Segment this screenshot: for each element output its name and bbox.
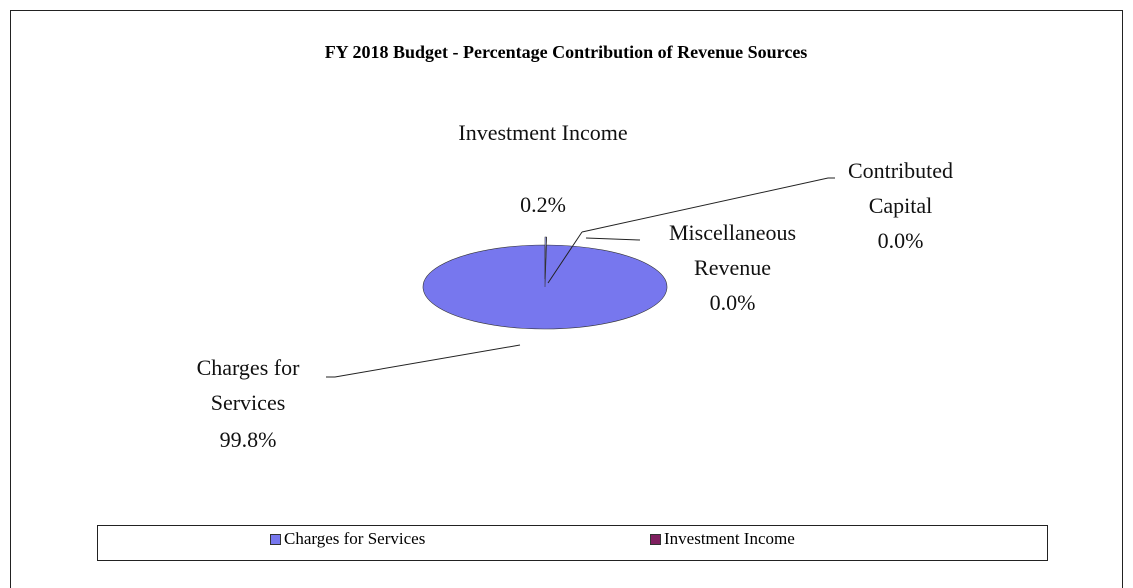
legend-label: Investment Income: [664, 529, 795, 548]
chart-title: FY 2018 Budget - Percentage Contribution…: [324, 42, 808, 62]
pie: [422, 236, 668, 330]
legend-item: Charges for Services: [270, 529, 425, 549]
slice-label: Charges for Services: [196, 355, 300, 415]
slice-label: Contributed Capital: [847, 158, 954, 218]
legend-box: [97, 525, 1048, 561]
leader-line: [585, 237, 641, 241]
leader-line: [581, 177, 835, 233]
legend-swatch: [270, 533, 281, 545]
legend-item: Investment Income: [650, 529, 795, 549]
chart-border: [10, 10, 1123, 588]
legend-label: Charges for Services: [284, 529, 426, 548]
legend-swatch: [650, 533, 661, 545]
slice: [422, 244, 668, 330]
value-label: 0.0%: [709, 290, 756, 315]
leader-line: [547, 231, 583, 284]
value-label: 0.2%: [520, 192, 566, 217]
value-label: 0.0%: [877, 228, 924, 253]
value-label: 99.8%: [219, 427, 277, 452]
slice-label: Miscellaneous Revenue: [668, 220, 797, 280]
slice-label: Investment Income: [458, 120, 628, 145]
leader-line: [326, 344, 521, 378]
